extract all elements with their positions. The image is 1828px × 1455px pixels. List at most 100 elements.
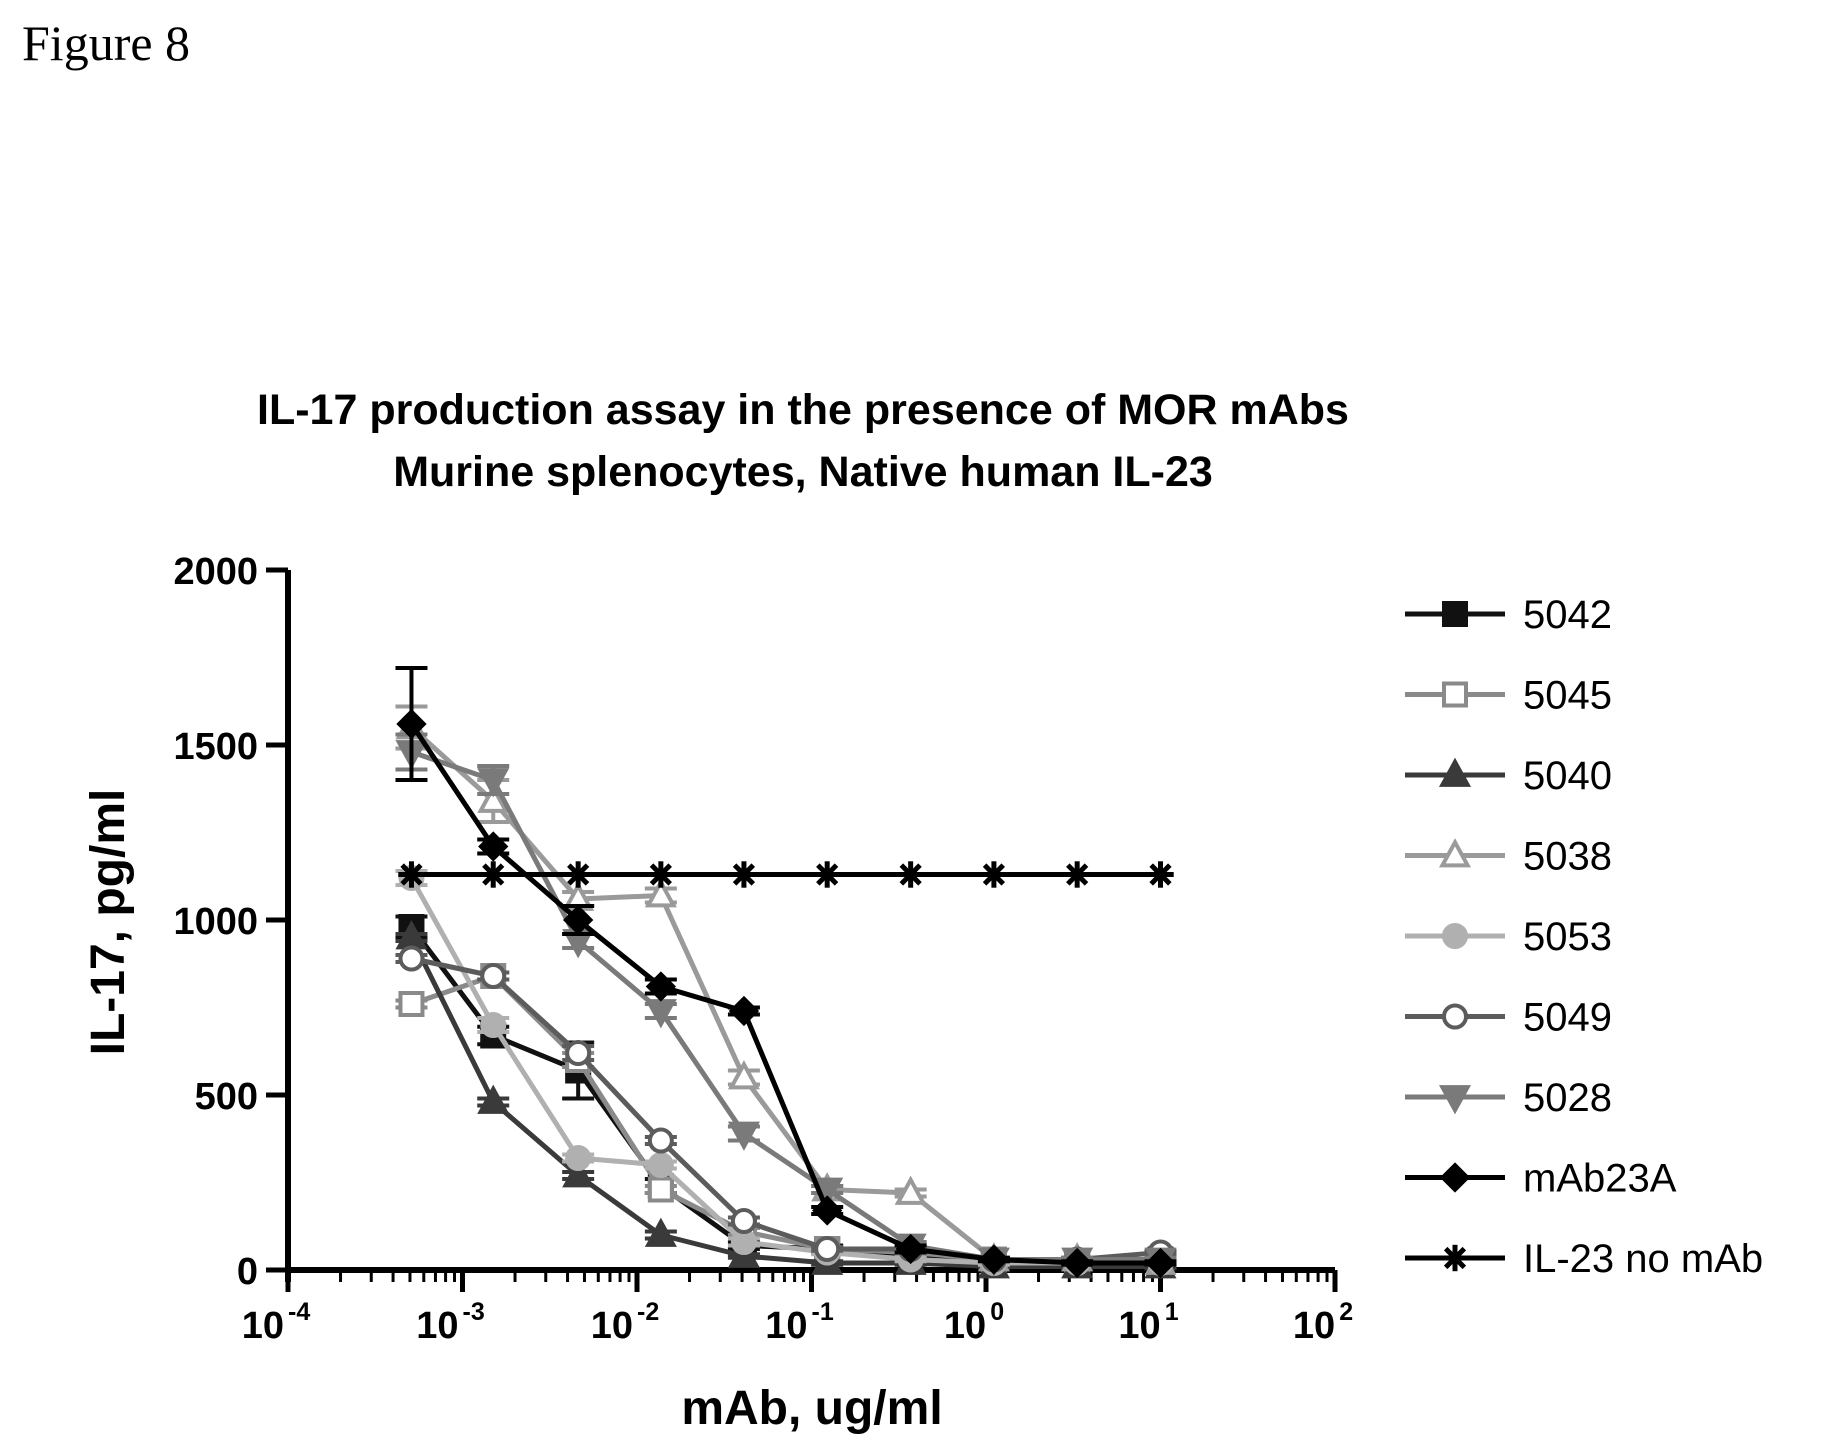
legend-marker bbox=[1442, 923, 1468, 949]
x-axis-ticks: 10 -4 10 -3 10 -2 10 -1 10 0 10 1 10 2 bbox=[242, 1270, 1353, 1347]
data-point bbox=[398, 861, 425, 888]
y-tick-label: 1500 bbox=[173, 726, 258, 768]
data-point bbox=[398, 945, 425, 972]
asterisk-stroke bbox=[1066, 863, 1089, 886]
legend-item: 5053 bbox=[1405, 915, 1612, 959]
legend-item: 5045 bbox=[1405, 674, 1612, 718]
legend-marker bbox=[1438, 757, 1472, 787]
legend-marker bbox=[1442, 1003, 1468, 1030]
x-tick-label: 10 2 bbox=[1293, 1298, 1353, 1347]
legend-item: 5040 bbox=[1405, 754, 1612, 798]
legend-label: 5038 bbox=[1523, 835, 1612, 879]
asterisk-stroke bbox=[649, 863, 672, 886]
data-point bbox=[895, 1233, 926, 1265]
data-point bbox=[647, 1176, 674, 1203]
data-point bbox=[814, 1236, 841, 1262]
data-point bbox=[727, 1121, 760, 1151]
data-point bbox=[647, 1152, 674, 1178]
legend-item: 5049 bbox=[1405, 996, 1612, 1040]
chart-subtitle: Murine splenocytes, Native human IL-23 bbox=[393, 448, 1213, 496]
data-point bbox=[480, 963, 507, 989]
data-point bbox=[730, 1229, 757, 1255]
legend-label: 5040 bbox=[1523, 754, 1612, 798]
series-5042 bbox=[395, 914, 1177, 1276]
data-point bbox=[477, 1084, 510, 1114]
y-axis-ticks: 0 500 1000 1500 2000 bbox=[173, 551, 288, 1293]
series-5038 bbox=[395, 704, 1177, 1275]
series-mAb23A bbox=[395, 666, 1177, 1279]
data-point bbox=[562, 1158, 595, 1188]
data-point bbox=[562, 904, 594, 936]
asterisk-stroke bbox=[982, 863, 1006, 886]
x-tick-label: 10 -1 bbox=[765, 1298, 834, 1347]
asterisk-stroke bbox=[732, 863, 756, 886]
legend-marker bbox=[1438, 838, 1472, 868]
legend-label: 5042 bbox=[1523, 593, 1612, 637]
legend-item: IL-23 no mAb bbox=[1405, 1237, 1763, 1281]
series-line bbox=[409, 722, 1161, 1266]
data-point bbox=[477, 768, 510, 798]
data-point bbox=[730, 861, 758, 888]
data-point bbox=[894, 1175, 927, 1205]
data-point bbox=[812, 1195, 843, 1226]
data-point bbox=[1145, 1247, 1176, 1279]
data-point bbox=[647, 861, 675, 888]
series-line bbox=[409, 876, 1161, 1266]
legend-label: 5049 bbox=[1523, 996, 1612, 1040]
asterisk-stroke bbox=[482, 863, 505, 886]
data-point bbox=[565, 1145, 592, 1171]
y-tick-label: 0 bbox=[237, 1251, 258, 1293]
data-point bbox=[644, 1217, 677, 1247]
legend-label: IL-23 no mAb bbox=[1523, 1237, 1763, 1281]
legend-marker bbox=[1441, 1244, 1469, 1272]
asterisk-stroke bbox=[816, 863, 839, 886]
asterisk-stroke bbox=[1443, 1246, 1467, 1270]
series-5053 bbox=[395, 865, 1177, 1276]
data-point bbox=[730, 1208, 757, 1234]
legend-marker bbox=[1442, 601, 1468, 627]
asterisk-stroke bbox=[899, 863, 922, 886]
data-point bbox=[480, 1012, 507, 1038]
legend-label: mAb23A bbox=[1523, 1157, 1677, 1201]
x-tick-label: 10 -2 bbox=[591, 1298, 660, 1347]
series-IL-23 no mAb bbox=[398, 861, 1174, 888]
asterisk-stroke bbox=[567, 863, 590, 886]
y-tick-label: 1000 bbox=[173, 901, 258, 943]
y-tick-label: 500 bbox=[195, 1076, 258, 1118]
data-point bbox=[644, 878, 677, 908]
series-line bbox=[409, 936, 1161, 1269]
data-point bbox=[978, 1244, 1010, 1275]
legend-label: 5045 bbox=[1523, 674, 1612, 718]
data-point bbox=[478, 831, 509, 862]
legend-marker bbox=[1438, 1085, 1472, 1115]
x-tick-label: 10 1 bbox=[1118, 1298, 1178, 1347]
legend-item: mAb23A bbox=[1405, 1157, 1677, 1201]
data-point bbox=[980, 861, 1008, 888]
data-point bbox=[398, 991, 425, 1017]
legend: 5042 5045 5040 5038 5053 5049 5028 mAb23A IL-23 … bbox=[1405, 593, 1763, 1281]
legend-label: 5028 bbox=[1523, 1076, 1612, 1120]
legend-item: 5028 bbox=[1405, 1076, 1612, 1120]
data-point bbox=[396, 708, 427, 740]
legend-item: 5038 bbox=[1405, 835, 1612, 879]
chart-title: IL-17 production assay in the presence o… bbox=[257, 386, 1349, 434]
x-axis-label: mAb, ug/ml bbox=[681, 1382, 942, 1435]
series-5028 bbox=[395, 732, 1177, 1277]
asterisk-stroke bbox=[400, 863, 423, 886]
series-line bbox=[409, 925, 1161, 1266]
legend-item: 5042 bbox=[1405, 593, 1612, 637]
series-line bbox=[409, 725, 1161, 1266]
x-tick-label: 10 -4 bbox=[242, 1298, 311, 1347]
legend-marker bbox=[1439, 1162, 1471, 1193]
data-point bbox=[1063, 861, 1091, 888]
data-point bbox=[727, 1060, 760, 1090]
y-axis-label: IL-17, pg/ml bbox=[82, 789, 135, 1056]
x-tick-label: 10 -3 bbox=[416, 1298, 485, 1347]
asterisk-stroke bbox=[1149, 863, 1172, 886]
data-point bbox=[565, 1040, 592, 1066]
data-point bbox=[645, 971, 677, 1002]
data-point bbox=[728, 995, 760, 1027]
figure-label: Figure 8 bbox=[22, 15, 191, 71]
data-point bbox=[647, 1127, 674, 1154]
